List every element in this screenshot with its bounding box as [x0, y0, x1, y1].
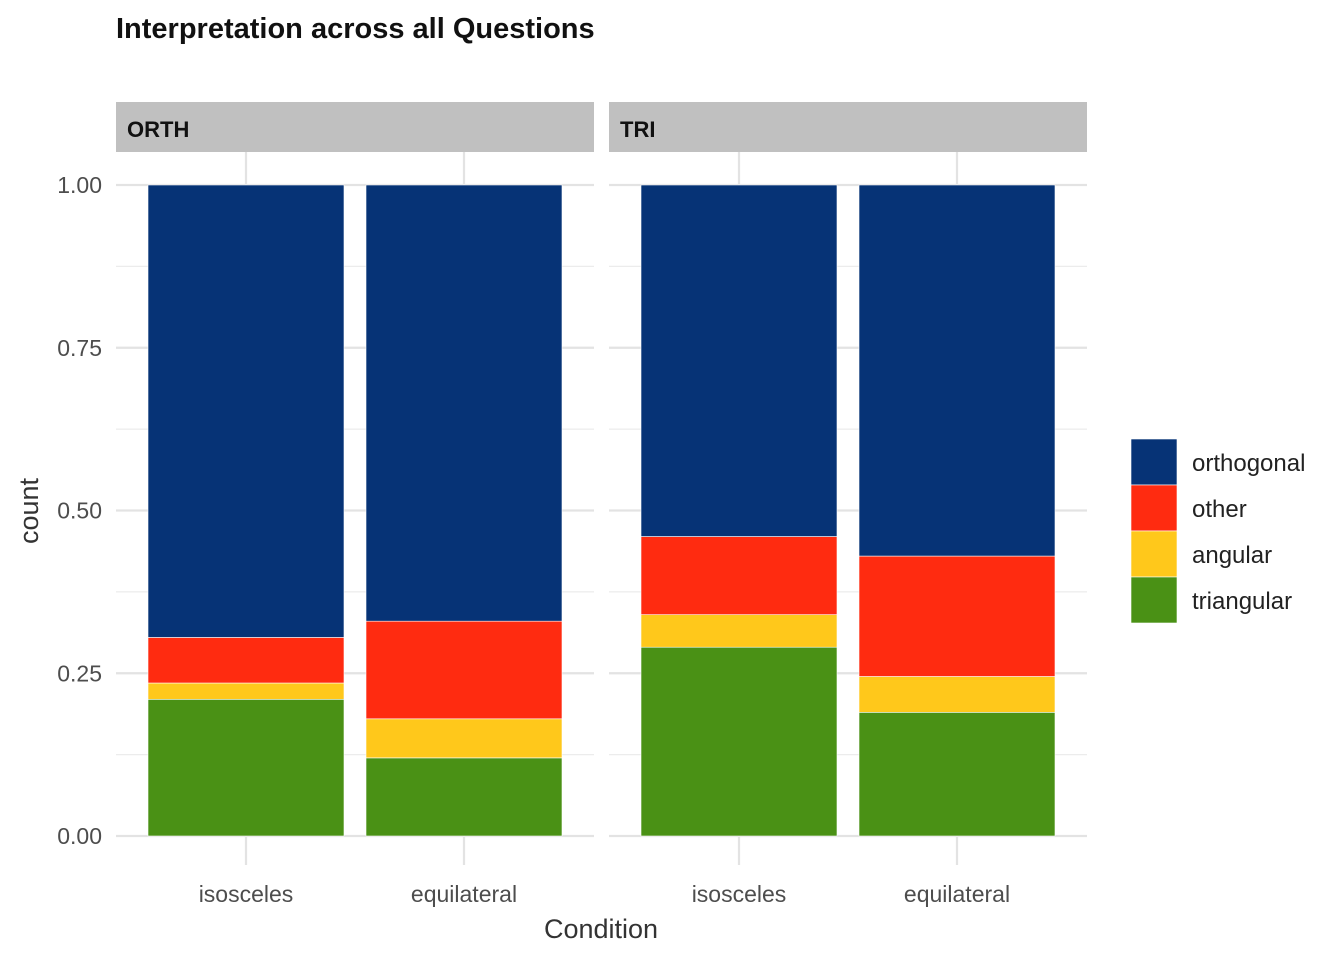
bar-segment-triangular [858, 712, 1056, 837]
legend-label: orthogonal [1192, 450, 1305, 477]
y-axis: 0.00 0.25 0.50 0.75 1.00 [57, 172, 102, 849]
y-tick-label: 1.00 [57, 172, 102, 198]
x-tick-label: isosceles [199, 881, 294, 907]
facet-strip-label: ORTH [127, 117, 189, 142]
y-tick-label: 0.50 [57, 498, 102, 524]
facet-panel-orth: ORTH isosceles equilateral [116, 102, 594, 907]
y-tick-label: 0.75 [57, 335, 102, 361]
legend-key [1130, 438, 1178, 486]
bar-segment-triangular [640, 646, 838, 837]
bar-segment-other [147, 637, 345, 684]
x-tick-label: equilateral [904, 881, 1010, 907]
bar-segment-angular [365, 718, 563, 759]
bar-segment-orthogonal [147, 184, 345, 638]
x-axis-title: Condition [544, 914, 658, 944]
bar-segment-triangular [365, 757, 563, 837]
x-tick-label: equilateral [411, 881, 517, 907]
legend-label: other [1192, 496, 1247, 523]
bar-segment-angular [640, 614, 838, 648]
bar-segment-angular [147, 682, 345, 700]
x-tick-label: isosceles [692, 881, 787, 907]
bar-segment-orthogonal [640, 184, 838, 537]
facet-strip [609, 102, 1087, 152]
facet-strip [116, 102, 594, 152]
facet-panels: ORTH isosceles equilateral TRI isosceles equi… [116, 102, 1087, 907]
y-axis-title: count [14, 477, 44, 544]
facet-strip-label: TRI [620, 117, 655, 142]
legend-item-other: other [1130, 484, 1247, 532]
bar-segment-triangular [147, 698, 345, 837]
bar-segment-orthogonal [858, 184, 1056, 557]
legend-key [1130, 576, 1178, 624]
bar-segment-orthogonal [365, 184, 563, 622]
y-tick-label: 0.00 [57, 823, 102, 849]
bar-segment-other [365, 620, 563, 720]
legend-item-angular: angular [1130, 530, 1272, 578]
legend: orthogonal other angular triangular [1130, 438, 1305, 624]
legend-item-orthogonal: orthogonal [1130, 438, 1305, 486]
facet-panel-tri: TRI isosceles equilateral [609, 102, 1087, 907]
y-tick-label: 0.25 [57, 660, 102, 686]
legend-key [1130, 530, 1178, 578]
bar-segment-angular [858, 676, 1056, 713]
bar-segment-other [858, 555, 1056, 677]
chart-title: Interpretation across all Questions [116, 13, 595, 45]
bar-segment-other [640, 536, 838, 615]
legend-key [1130, 484, 1178, 532]
legend-label: triangular [1192, 588, 1292, 615]
legend-label: angular [1192, 542, 1272, 569]
legend-item-triangular: triangular [1130, 576, 1292, 624]
